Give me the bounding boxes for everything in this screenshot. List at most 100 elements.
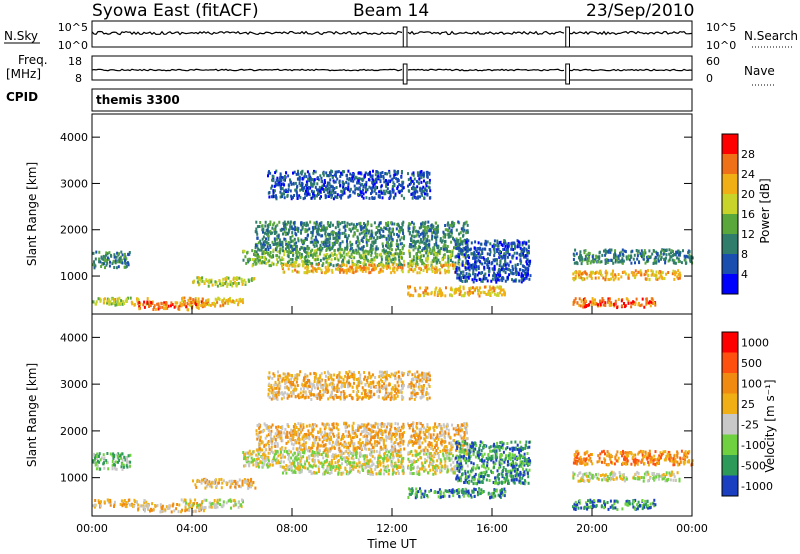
echo-cell <box>501 276 504 279</box>
echo-cell <box>365 231 368 234</box>
echo-cell <box>425 170 428 174</box>
echo-cell <box>472 266 475 270</box>
echo-cell <box>277 454 280 458</box>
echo-cell <box>288 259 291 263</box>
echo-cell <box>475 255 478 259</box>
echo-cell <box>620 275 623 279</box>
echo-cell <box>453 246 455 250</box>
echo-cell <box>314 235 317 239</box>
echo-cell <box>271 226 274 230</box>
echo-cell <box>683 254 686 258</box>
echo-cell <box>296 270 299 274</box>
colorbar-tick-label: 24 <box>741 168 755 181</box>
echo-cell <box>516 251 519 255</box>
echo-cell <box>369 236 372 240</box>
echo-cell <box>362 185 365 189</box>
echo-cell <box>320 268 323 272</box>
echo-cell <box>311 231 314 235</box>
echo-cell <box>204 486 207 490</box>
echo-cell <box>402 186 405 190</box>
echo-cell <box>416 257 419 261</box>
echo-cell <box>433 451 436 455</box>
echo-cell <box>460 227 463 231</box>
echo-cell <box>525 241 528 245</box>
echo-cell <box>95 250 98 254</box>
echo-cell <box>499 250 502 253</box>
echo-cell <box>340 196 343 200</box>
echo-cell <box>306 223 309 227</box>
echo-cell <box>647 273 650 277</box>
echo-cell <box>261 224 264 228</box>
echo-cell <box>287 190 289 193</box>
echo-cell <box>372 236 375 240</box>
echo-cell <box>234 503 237 507</box>
echo-cell <box>338 267 341 271</box>
echo-cell <box>312 228 315 232</box>
echo-cell <box>483 265 486 269</box>
echo-cell <box>95 302 98 306</box>
echo-cell <box>384 451 386 455</box>
echo-cell <box>137 507 140 511</box>
echo-cell <box>259 460 262 464</box>
echo-cell <box>391 177 394 181</box>
echo-cell <box>512 242 515 245</box>
echo-cell <box>419 232 422 236</box>
echo-cell <box>185 508 188 512</box>
echo-cell <box>475 260 478 264</box>
echo-cell <box>302 264 304 268</box>
echo-cell <box>111 463 114 467</box>
echo-cell <box>416 263 419 266</box>
echo-cell <box>448 452 451 456</box>
echo-cell <box>120 258 123 262</box>
echo-cell <box>106 299 109 303</box>
echo-cell <box>96 452 99 456</box>
echo-cell <box>426 263 429 267</box>
echo-cell <box>430 224 433 228</box>
echo-cell <box>280 262 283 266</box>
echo-cell <box>354 175 357 179</box>
echo-cell <box>383 264 386 268</box>
echo-cell <box>220 477 223 481</box>
echo-cell <box>382 464 385 468</box>
echo-cell <box>273 228 276 232</box>
echo-cell <box>385 189 388 193</box>
echo-cell <box>413 268 416 272</box>
echo-cell <box>287 243 289 247</box>
echo-cell <box>580 254 583 258</box>
echo-cell <box>458 275 461 279</box>
echo-cell <box>419 173 421 177</box>
echo-cell <box>319 461 322 465</box>
echo-cell <box>237 281 240 285</box>
echo-cell <box>200 481 203 485</box>
echo-cell <box>474 258 477 261</box>
freq-trace-gap-1 <box>565 63 570 85</box>
echo-cell <box>272 189 275 193</box>
echo-cell <box>437 258 440 262</box>
echo-cell <box>391 227 394 231</box>
echo-cell <box>503 252 506 256</box>
echo-cell <box>344 228 347 232</box>
echo-cell <box>304 228 307 231</box>
echo-cell <box>183 296 186 300</box>
echo-cell <box>142 505 145 509</box>
echo-cell <box>283 192 286 196</box>
echo-cell <box>398 455 401 458</box>
echo-cell <box>319 174 322 178</box>
echo-cell <box>496 244 499 248</box>
echo-cell <box>444 261 447 265</box>
echo-cell <box>100 256 103 260</box>
echo-cell <box>439 239 442 243</box>
echo-cell <box>420 225 423 229</box>
echo-cell <box>442 247 445 251</box>
echo-cell <box>369 246 372 250</box>
echo-cell <box>295 260 297 264</box>
echo-cell <box>287 255 290 259</box>
echo-cell <box>581 257 584 261</box>
echo-cell <box>665 248 668 252</box>
echo-cell <box>346 237 349 241</box>
echo-cell <box>250 477 253 481</box>
echo-cell <box>660 256 663 260</box>
echo-cell <box>478 289 481 293</box>
echo-cell <box>619 253 622 257</box>
